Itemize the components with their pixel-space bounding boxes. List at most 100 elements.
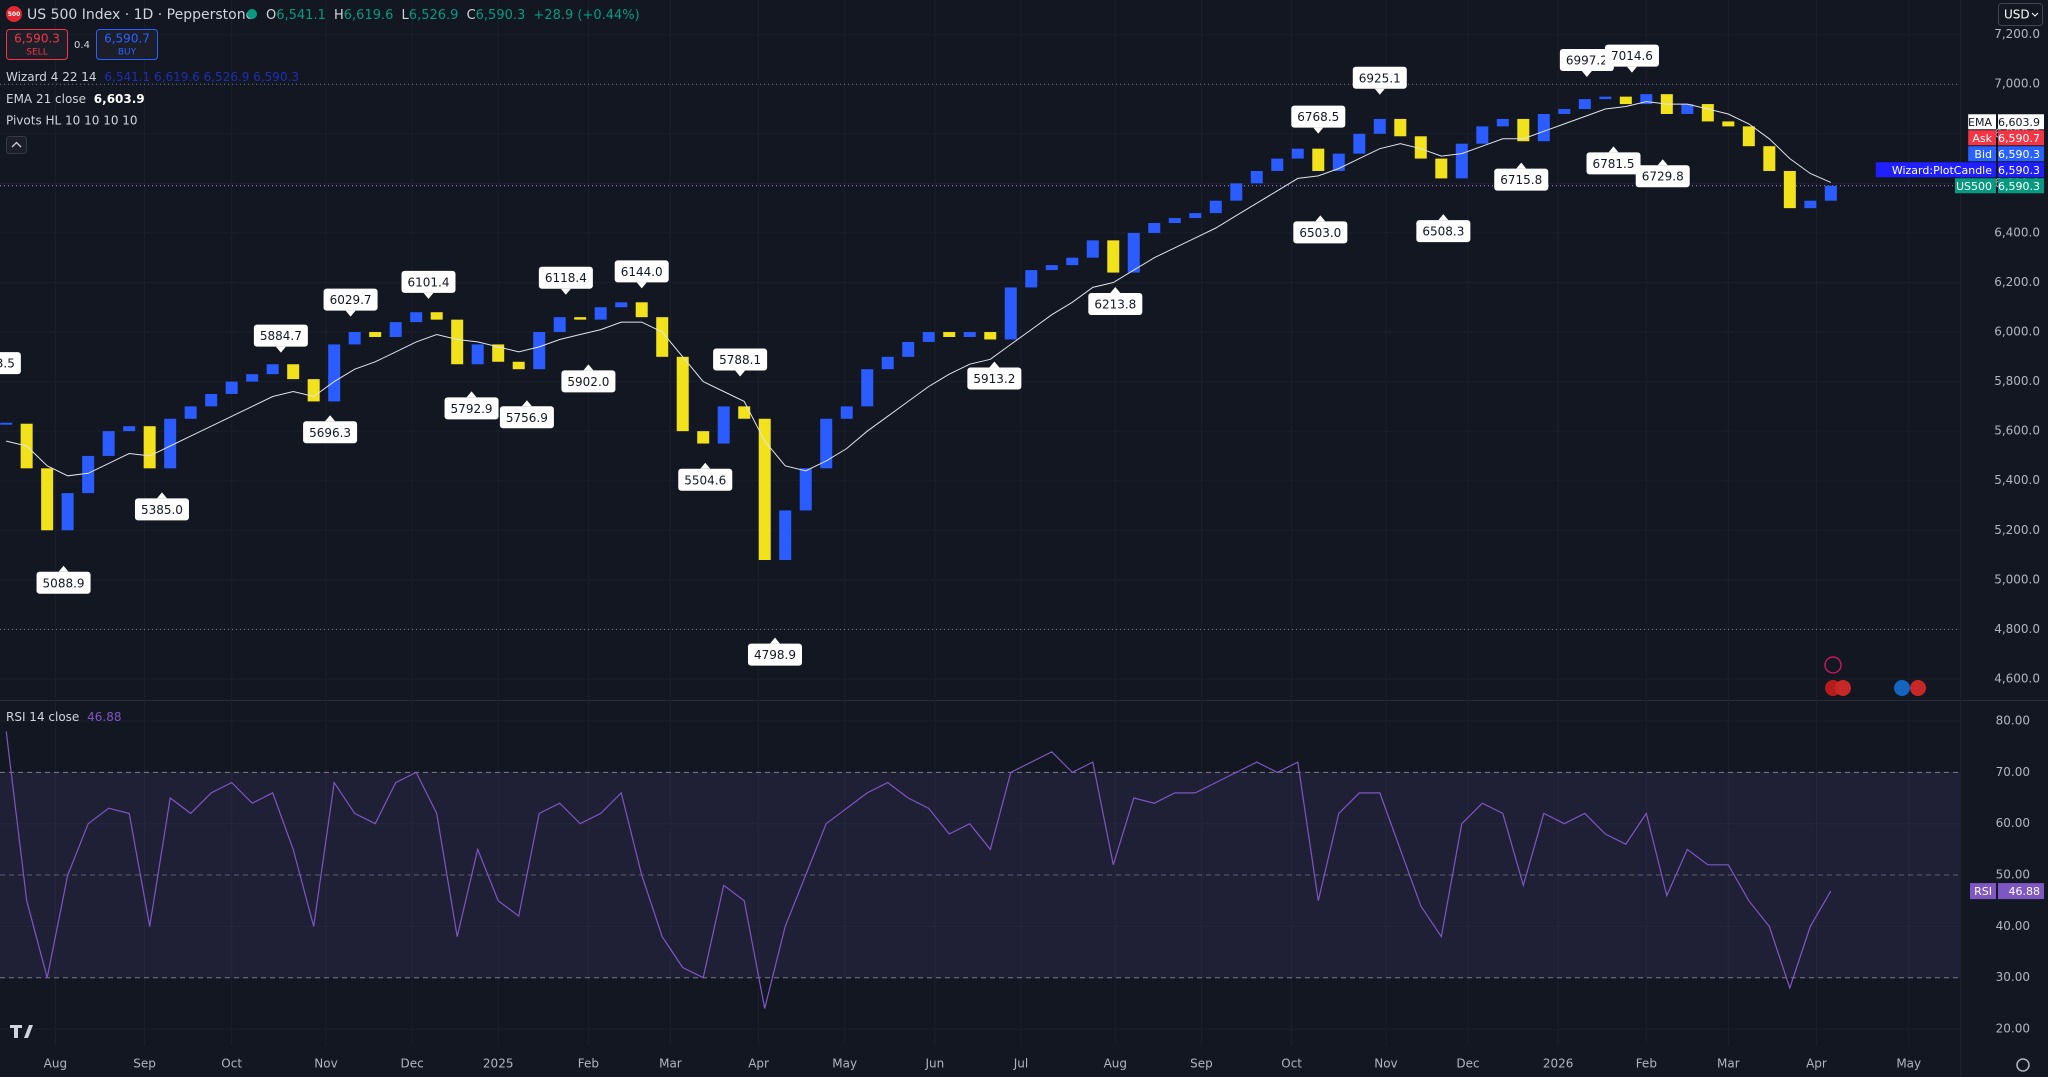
currency-caret[interactable]: [2031, 12, 2039, 17]
logo-text: 500: [8, 11, 21, 18]
sell-price[interactable]: 6,590.3: [14, 32, 60, 46]
indicator-name[interactable]: EMA 21 close: [6, 92, 86, 106]
pivot-label-box: [1291, 105, 1346, 128]
buy-box[interactable]: [96, 29, 158, 60]
buy-button[interactable]: 6,590.7 BUY: [96, 29, 158, 60]
x-tick-label: Oct: [1281, 1057, 1302, 1071]
pivot-pointer: [1110, 287, 1121, 294]
pivot-label-box: [1604, 44, 1659, 67]
price-tag-value: 6,590.3: [1998, 164, 2040, 177]
x-tick-label: Aug: [44, 1057, 67, 1071]
candle: [1763, 146, 1776, 171]
pivot-pointer: [1516, 162, 1527, 169]
candle: [1681, 104, 1694, 114]
candle: [430, 312, 443, 320]
pivot-pointer: [423, 292, 434, 299]
y-tick-label: 70.00: [1996, 765, 2030, 779]
candle: [881, 356, 894, 370]
pivot-label-box: [561, 370, 616, 393]
candle: [799, 468, 812, 511]
buy-price[interactable]: 6,590.7: [104, 32, 150, 46]
y-tick-label: 20.00: [1996, 1022, 2030, 1036]
price-tag-name: US500: [1956, 180, 1992, 193]
indicator-legend[interactable]: Wizard 4 22 14 6,541.1 6,619.6 6,526.9 6…: [6, 70, 299, 84]
change: +28.9 (+0.44%): [533, 8, 639, 23]
y-tick-label: 5,800.0: [1994, 374, 2040, 388]
rsi-tag-name: RSI: [1974, 885, 1992, 898]
pivot-label: 5773.5: [0, 357, 15, 371]
currency-box[interactable]: [1998, 3, 2043, 26]
price-pane: 5773.5 5088.9 5385.0 5884.7 5696.3 6029.7 6101…: [0, 44, 1960, 666]
y-tick-label: 6,400.0: [1994, 225, 2040, 239]
event-icon[interactable]: [1824, 656, 1842, 674]
rsi-line: [5, 731, 1832, 1009]
pivot-label-box: [444, 397, 499, 420]
indicator-name[interactable]: Wizard 4 22 14: [6, 70, 97, 84]
tv-logo[interactable]: [10, 1025, 33, 1038]
candle: [1025, 270, 1038, 288]
indicator-values: 6,541.1 6,619.6 6,526.9 6,590.3: [104, 70, 299, 84]
pivot-label-box: [1635, 165, 1690, 188]
indicator-legend[interactable]: EMA 21 close 6,603.9: [6, 92, 145, 106]
event-icon[interactable]: [1910, 680, 1926, 696]
ohlc-value: 6,619.6: [344, 8, 394, 23]
price-tag-name: Ask: [1972, 132, 1992, 145]
sell-label[interactable]: SELL: [26, 48, 47, 58]
pivot-pointer: [560, 288, 571, 295]
price-tag-name-box: [1968, 130, 1996, 146]
candle: [1271, 158, 1284, 171]
x-tick-label: Feb: [1636, 1057, 1657, 1071]
buy-label[interactable]: BUY: [118, 48, 137, 58]
price-tag-value-box: [1998, 146, 2044, 162]
event-icon[interactable]: [1835, 680, 1851, 696]
event-icon[interactable]: [1894, 680, 1910, 696]
x-tick-label: Sep: [133, 1057, 156, 1071]
pivot-label-box: [499, 406, 554, 429]
pivot-label: 5756.9: [506, 411, 548, 425]
price-tag-name-box: [1955, 178, 1996, 194]
indicator-name[interactable]: RSI 14 close: [6, 710, 79, 724]
pivot-pointer: [521, 400, 532, 407]
candle: [1291, 148, 1304, 159]
candle: [1435, 158, 1448, 179]
pivot-pointer: [345, 310, 356, 317]
candle: [1742, 126, 1755, 147]
ohlc-value: 6,541.1: [276, 8, 326, 23]
indicator-name[interactable]: Pivots HL 10 10 10 10: [6, 114, 138, 128]
candle: [410, 312, 423, 323]
ohlc: O6,541.1 H6,619.6 L6,526.9 C6,590.3 +28.…: [266, 8, 640, 23]
y-tick-label: 30.00: [1996, 970, 2030, 984]
candle: [102, 431, 115, 456]
pivot-pointer: [1608, 146, 1619, 153]
price-tag-value: 6,590.7: [1998, 132, 2040, 145]
candle: [1619, 96, 1632, 105]
market-status: [247, 9, 257, 19]
candle: [574, 317, 587, 320]
x-tick-label: Aug: [1104, 1057, 1127, 1071]
pivot-label: 6715.8: [1500, 173, 1542, 187]
pivot-pointer: [700, 462, 711, 469]
settings-icon[interactable]: [2016, 1058, 2030, 1072]
price-tag-name: Wizard:PlotCandle: [1892, 164, 1992, 177]
price-tag-name: Bid: [1974, 148, 1992, 161]
sell-box[interactable]: [6, 29, 68, 60]
y-tick-label: 50.00: [1996, 868, 2030, 882]
candle: [205, 393, 218, 407]
currency[interactable]: USD: [2004, 8, 2030, 22]
candle: [348, 332, 361, 345]
pivot-label-box: [538, 266, 593, 289]
pivot-label: 6213.8: [1094, 298, 1136, 312]
pivot-label: 5696.3: [309, 426, 351, 440]
candle: [779, 510, 792, 560]
rsi-legend[interactable]: RSI 14 close 46.88: [6, 710, 122, 724]
price-tag-name-box: [1968, 146, 1996, 162]
currency-button[interactable]: USD: [1998, 3, 2043, 26]
candle: [0, 422, 13, 425]
y-tick-label: 5,000.0: [1994, 572, 2040, 586]
candle: [758, 418, 771, 560]
collapse-button[interactable]: [6, 136, 27, 154]
sell-button[interactable]: 6,590.3 SELL: [6, 29, 68, 60]
candle: [697, 431, 710, 444]
collapse-icon[interactable]: [11, 141, 22, 148]
pivot-pointer: [325, 415, 336, 422]
